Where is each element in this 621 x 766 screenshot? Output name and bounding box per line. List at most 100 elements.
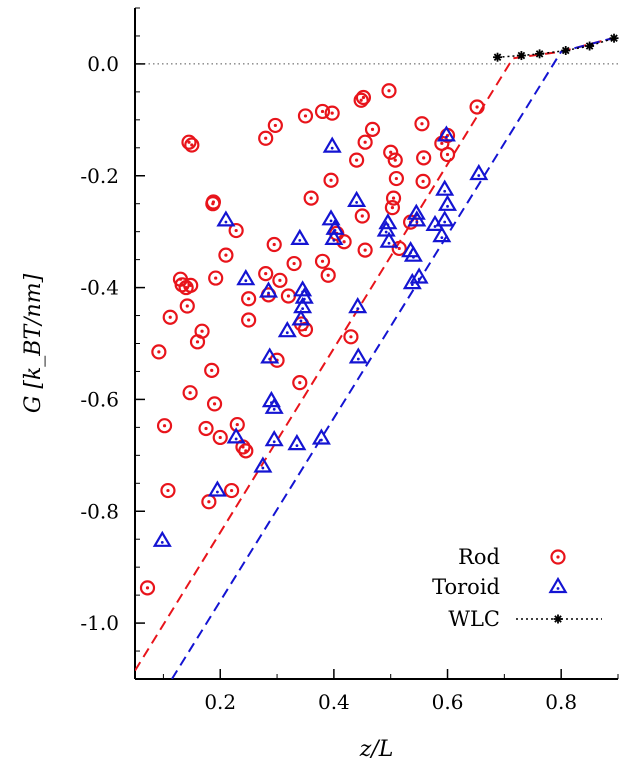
rod-point	[314, 103, 331, 120]
rod-point	[385, 190, 402, 206]
rod-point	[343, 329, 359, 345]
triangle-marker-outline	[258, 281, 279, 298]
circle-marker-ring	[218, 247, 234, 263]
y-tick-label: -0.2	[80, 164, 119, 188]
triangle-marker-dot	[443, 189, 447, 193]
circle-marker-dot	[298, 381, 302, 385]
toroid-point	[264, 430, 284, 447]
rod-point	[241, 312, 257, 328]
circle-marker-dot	[329, 178, 333, 182]
rod-point	[206, 396, 223, 412]
triangle-marker-outline	[407, 210, 427, 227]
triangle-marker-outline	[287, 433, 307, 451]
fit-line	[171, 36, 616, 679]
circle-marker-dot	[422, 156, 426, 160]
circle-marker-dot	[207, 500, 211, 504]
rod-point	[297, 321, 314, 338]
triangle-marker-dot	[417, 277, 421, 281]
wlc-point	[493, 52, 503, 62]
triangle-marker-dot	[244, 279, 248, 283]
triangle-marker-dot	[384, 230, 388, 234]
triangle-marker-dot	[332, 239, 336, 242]
circle-marker-dot	[363, 248, 367, 252]
legend-rod-marker	[550, 549, 566, 565]
rod-point	[267, 117, 283, 134]
circle-marker-ring	[204, 362, 220, 378]
circle-marker-dot	[210, 368, 214, 372]
circle-marker-dot	[212, 402, 217, 406]
legend-toroid-marker	[548, 576, 568, 594]
triangle-marker-outline	[253, 456, 273, 473]
triangle-marker-outline	[406, 203, 426, 220]
circle-marker-dot	[360, 214, 364, 218]
triangle-marker-dot	[299, 319, 303, 323]
wlc-point	[609, 33, 619, 43]
wlc-point	[535, 49, 545, 59]
rod-point	[414, 116, 430, 132]
rod-point	[266, 236, 282, 253]
star-stroke	[493, 53, 502, 61]
circle-marker-dot	[235, 422, 239, 427]
triangle-marker-outline	[207, 480, 227, 497]
circle-marker-ring	[272, 272, 288, 288]
circle-marker-dot	[440, 141, 444, 145]
x-tick-label: 0.8	[545, 690, 577, 714]
triangle-marker-dot	[440, 236, 444, 240]
circle-marker-ring	[384, 200, 401, 216]
circle-marker-dot	[393, 158, 397, 162]
wlc-point	[516, 51, 526, 61]
triangle-marker-dot	[477, 174, 481, 177]
rod-point	[286, 255, 302, 272]
x-tick-label: 0.2	[204, 690, 236, 714]
star-stroke	[585, 42, 594, 50]
triangle-marker-dot	[298, 239, 302, 242]
circle-marker-ring	[205, 194, 222, 210]
star-stroke	[561, 46, 570, 55]
circle-marker-ring	[320, 267, 336, 283]
toroid-point	[436, 125, 456, 142]
rod-point	[292, 375, 308, 391]
rod-point	[258, 266, 274, 282]
rod-point	[323, 172, 339, 188]
triangle-marker-outline	[348, 347, 368, 364]
circle-marker-ring	[354, 208, 370, 224]
rod-point	[314, 253, 331, 269]
circle-marker-ring	[391, 240, 407, 257]
triangle-marker-dot	[272, 407, 276, 411]
toroid-point	[435, 179, 455, 196]
triangle-marker-outline	[311, 428, 331, 445]
circle-marker-ring	[292, 375, 308, 391]
circle-marker-ring	[212, 429, 228, 446]
circle-marker-dot	[168, 315, 172, 319]
circle-marker-ring	[314, 253, 331, 269]
star-stroke	[517, 51, 526, 60]
circle-marker-dot	[320, 259, 325, 263]
circle-marker-ring	[182, 385, 198, 401]
circle-marker-ring	[297, 108, 314, 124]
circle-marker-ring	[206, 396, 223, 412]
triangle-marker-outline	[548, 576, 568, 594]
circle-marker-dot	[475, 105, 479, 109]
triangle-marker-outline	[348, 297, 368, 314]
fit-line	[135, 36, 616, 672]
triangle-marker-dot	[387, 241, 391, 245]
circle-marker-ring	[156, 418, 173, 434]
toroid-point	[277, 321, 297, 338]
triangle-marker-outline	[277, 321, 297, 338]
circle-marker-ring	[258, 266, 274, 282]
triangle-marker-outline	[403, 245, 423, 262]
toroid-point	[409, 267, 429, 284]
toroid-point	[437, 194, 458, 211]
triangle-marker-outline	[435, 179, 455, 196]
triangle-marker-outline	[291, 309, 311, 326]
rod-point	[241, 291, 257, 307]
star-stroke	[554, 615, 562, 623]
triangle-marker-outline	[325, 218, 345, 235]
circle-marker-dot	[387, 89, 391, 93]
circle-marker-dot	[166, 488, 170, 493]
circle-marker-dot	[361, 95, 366, 100]
triangle-marker-outline	[436, 125, 456, 142]
toroid-point	[321, 209, 341, 226]
triangle-marker-outline	[260, 347, 280, 364]
x-tick-label: 0.4	[318, 690, 350, 714]
